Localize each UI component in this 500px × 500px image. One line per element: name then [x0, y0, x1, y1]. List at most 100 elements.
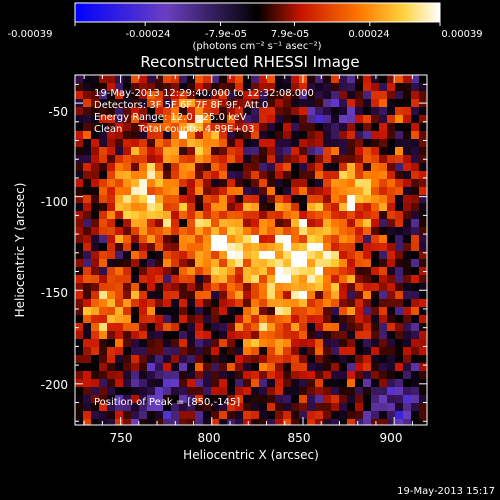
heatmap-cell	[91, 355, 99, 363]
heatmap-cell	[147, 395, 155, 403]
heatmap-cell	[211, 75, 219, 83]
heatmap-cell	[331, 203, 339, 211]
heatmap-cell	[411, 179, 419, 187]
heatmap-cell	[75, 379, 83, 387]
heatmap-cell	[403, 195, 411, 203]
heatmap-cell	[387, 355, 395, 363]
heatmap-cell	[243, 123, 251, 131]
heatmap-cell	[75, 107, 83, 115]
heatmap-cell	[123, 275, 131, 283]
heatmap-cell	[291, 291, 299, 299]
heatmap-cell	[91, 371, 99, 379]
heatmap-cell	[339, 99, 347, 107]
heatmap-cell	[155, 355, 163, 363]
heatmap-cell	[291, 283, 299, 291]
heatmap-cell	[411, 259, 419, 267]
heatmap-cell	[99, 355, 107, 363]
heatmap-cell	[147, 291, 155, 299]
heatmap-cell	[411, 163, 419, 171]
heatmap-cell	[275, 131, 283, 139]
heatmap-cell	[139, 75, 147, 83]
heatmap-cell	[171, 99, 179, 107]
heatmap-cell	[179, 203, 187, 211]
heatmap-cell	[131, 283, 139, 291]
heatmap-cell	[91, 107, 99, 115]
heatmap-cell	[283, 99, 291, 107]
heatmap-cell	[131, 275, 139, 283]
heatmap-cell	[371, 139, 379, 147]
heatmap-cell	[235, 155, 243, 163]
heatmap-cell	[219, 251, 227, 259]
heatmap-cell	[355, 355, 363, 363]
heatmap-cell	[379, 163, 387, 171]
heatmap-cell	[395, 227, 403, 235]
heatmap-cell	[419, 395, 427, 403]
heatmap-cell	[347, 283, 355, 291]
heatmap-cell	[355, 187, 363, 195]
heatmap-cell	[291, 75, 299, 83]
heatmap-cell	[155, 235, 163, 243]
heatmap-cell	[283, 147, 291, 155]
heatmap-cell	[179, 291, 187, 299]
heatmap-cell	[331, 379, 339, 387]
heatmap-cell	[275, 83, 283, 91]
heatmap-cell	[139, 307, 147, 315]
heatmap-cell	[195, 131, 203, 139]
heatmap-cell	[315, 155, 323, 163]
heatmap-cell	[339, 275, 347, 283]
heatmap-cell	[227, 283, 235, 291]
heatmap-cell	[283, 171, 291, 179]
heatmap-cell	[179, 267, 187, 275]
heatmap-cell	[267, 91, 275, 99]
heatmap-cell	[195, 211, 203, 219]
heatmap-cell	[411, 339, 419, 347]
heatmap-cell	[75, 251, 83, 259]
heatmap-cell	[379, 195, 387, 203]
heatmap-cell	[355, 307, 363, 315]
heatmap-cell	[139, 379, 147, 387]
heatmap-cell	[355, 195, 363, 203]
heatmap-cell	[371, 219, 379, 227]
heatmap-cell	[331, 323, 339, 331]
heatmap-cell	[259, 75, 267, 83]
heatmap-cell	[419, 75, 427, 83]
heatmap-cell	[179, 227, 187, 235]
heatmap-cell	[163, 251, 171, 259]
heatmap-cell	[243, 371, 251, 379]
heatmap-cell	[107, 83, 115, 91]
heatmap-cell	[155, 131, 163, 139]
heatmap-cell	[331, 347, 339, 355]
heatmap-cell	[131, 331, 139, 339]
heatmap-cell	[323, 219, 331, 227]
heatmap-cell	[259, 315, 267, 323]
heatmap-cell	[371, 403, 379, 411]
heatmap-cell	[251, 91, 259, 99]
heatmap-cell	[219, 163, 227, 171]
heatmap-cell	[171, 339, 179, 347]
heatmap-cell	[371, 99, 379, 107]
heatmap-cell	[339, 123, 347, 131]
heatmap-cell	[203, 107, 211, 115]
heatmap-cell	[267, 379, 275, 387]
heatmap-cell	[187, 163, 195, 171]
heatmap-cell	[115, 107, 123, 115]
heatmap-cell	[371, 355, 379, 363]
heatmap-cell	[299, 131, 307, 139]
heatmap-cell	[235, 243, 243, 251]
heatmap-cell	[299, 219, 307, 227]
heatmap-cell	[315, 307, 323, 315]
heatmap-cell	[395, 99, 403, 107]
heatmap-cell	[171, 163, 179, 171]
heatmap-cell	[91, 155, 99, 163]
heatmap-cell	[123, 403, 131, 411]
heatmap-cell	[331, 107, 339, 115]
heatmap-cell	[243, 267, 251, 275]
heatmap-cell	[307, 123, 315, 131]
heatmap-cell	[387, 99, 395, 107]
heatmap-cell	[147, 403, 155, 411]
heatmap-cell	[211, 395, 219, 403]
heatmap-cell	[171, 211, 179, 219]
heatmap-cell	[299, 323, 307, 331]
heatmap-cell	[323, 243, 331, 251]
